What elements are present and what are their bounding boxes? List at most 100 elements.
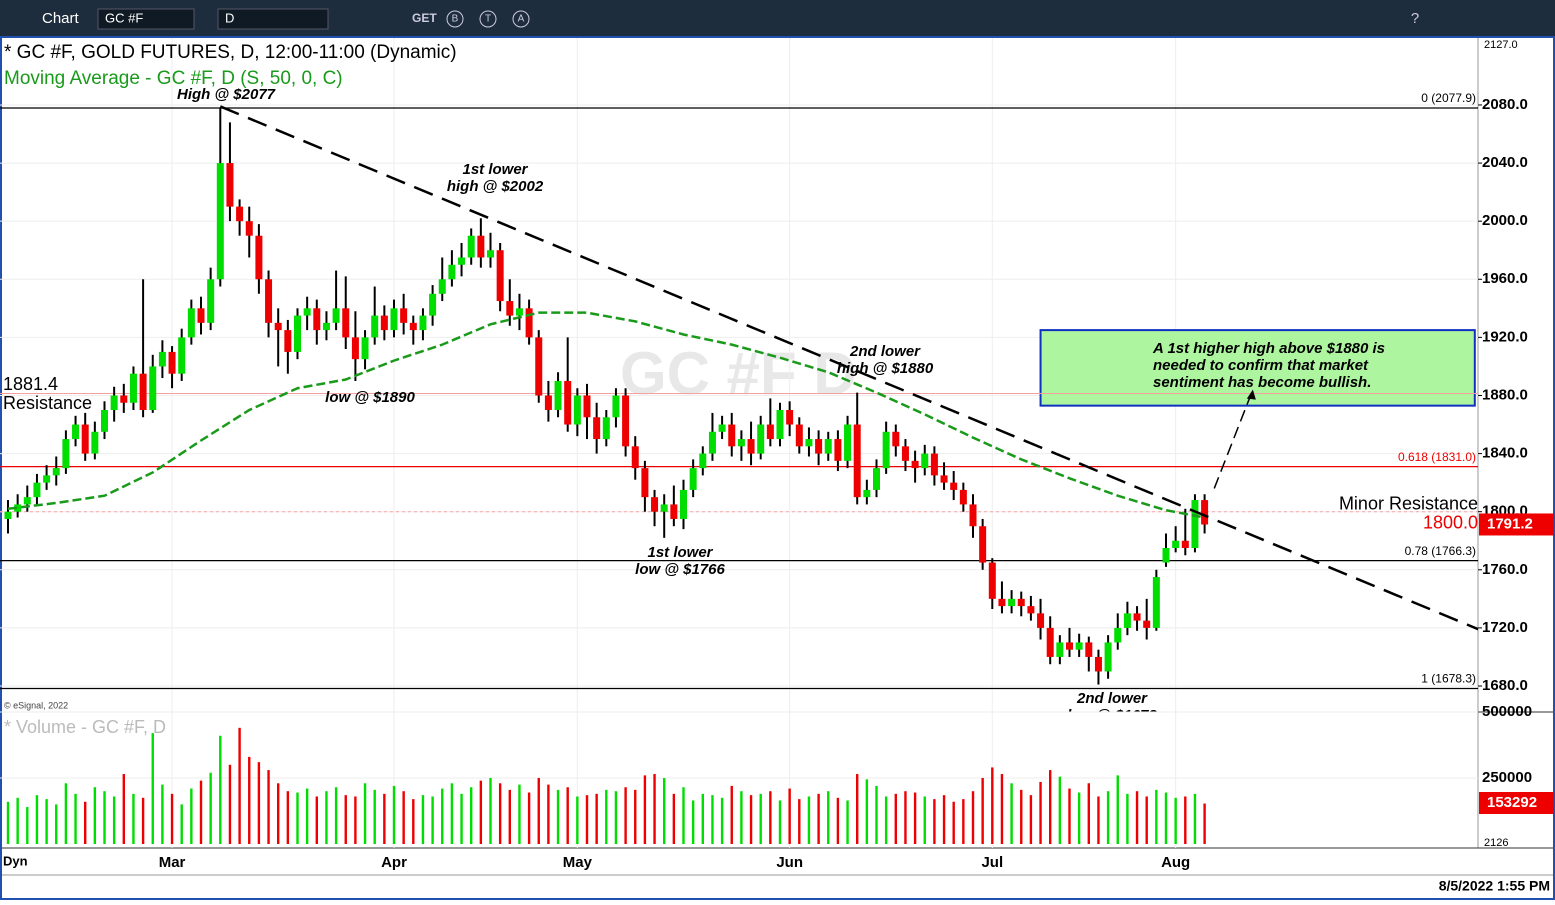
volume-bar <box>769 791 772 844</box>
candle-body <box>1104 642 1112 672</box>
candle-body <box>651 497 659 512</box>
symbol-input[interactable] <box>97 8 195 30</box>
candle-body <box>313 308 321 331</box>
volume-bar <box>1184 796 1187 844</box>
volume-bar <box>412 799 415 844</box>
help-button[interactable]: ? <box>1411 10 1419 27</box>
volume-bar <box>344 795 347 844</box>
candle-body <box>265 279 273 323</box>
candle-body <box>1143 620 1151 628</box>
y-tick-label: 2080.0 <box>1482 96 1528 113</box>
volume-bar <box>711 795 714 844</box>
candle-body <box>1037 613 1045 628</box>
volume-bar <box>170 793 174 844</box>
toolbar-button[interactable]: GET <box>412 11 437 25</box>
volume-bar <box>952 801 955 844</box>
candle-body <box>641 468 649 498</box>
volume-bar <box>827 791 830 844</box>
candle-body <box>863 489 871 498</box>
annotation: 1st lower <box>647 544 713 561</box>
candle-body <box>351 337 359 360</box>
x-tick-label: May <box>563 854 593 871</box>
volume-bar <box>55 804 58 844</box>
annotation: low @ $1766 <box>635 561 725 578</box>
annotation: High @ $2077 <box>177 86 276 103</box>
candle-body <box>554 380 562 411</box>
candle-body <box>23 497 31 505</box>
candle-body <box>1162 548 1170 563</box>
volume-bar <box>1155 789 1158 844</box>
candle-body <box>998 598 1006 607</box>
volume-bar <box>595 793 598 844</box>
volume-bar <box>759 793 762 844</box>
candle-body <box>921 453 929 469</box>
candle-body <box>361 337 369 360</box>
volume-bar <box>1097 796 1100 844</box>
candle-body <box>544 395 552 411</box>
volume-bar <box>740 791 743 844</box>
volume-bar <box>634 789 637 844</box>
last-price: 1791.2 <box>1487 515 1533 532</box>
volume-bar <box>103 791 106 844</box>
candle-body <box>1008 598 1016 607</box>
toolbar-button[interactable] <box>446 10 464 28</box>
trendline <box>219 105 1478 631</box>
candle-body <box>216 163 224 280</box>
candle-body <box>699 453 707 469</box>
volume-bar <box>537 778 540 844</box>
candle-body <box>593 417 601 440</box>
volume-bar <box>817 793 820 844</box>
interval-input[interactable] <box>217 8 329 30</box>
x-tick-label: Jul <box>981 854 1003 871</box>
volume-bar <box>933 799 936 844</box>
volume-bar <box>1193 793 1197 844</box>
candle-body <box>149 366 157 411</box>
volume-bar <box>547 784 550 844</box>
volume-bar <box>884 796 888 844</box>
fib-label: 0 (2077.9) <box>1421 91 1476 105</box>
candle-body <box>515 308 523 316</box>
minor-resistance-text: Minor Resistance <box>1339 493 1478 513</box>
toolbar-button[interactable] <box>512 10 530 28</box>
candle-body <box>805 439 813 447</box>
volume-bar <box>141 797 145 844</box>
volume-bar <box>354 796 357 844</box>
volume-bar <box>45 799 48 844</box>
candle-body <box>14 504 22 512</box>
volume-bar <box>161 784 164 844</box>
volume-bar <box>653 774 656 844</box>
annotation: 1st lower <box>462 161 528 178</box>
volume-bar <box>286 791 290 844</box>
volume-bar <box>508 789 511 844</box>
candle-body <box>911 460 919 469</box>
volume-bar <box>228 764 232 844</box>
volume-bar <box>199 780 203 844</box>
volume-bar <box>894 793 897 844</box>
volume-bar <box>479 780 483 844</box>
candle-body <box>670 504 678 519</box>
minor-resistance-value: 1800.0 <box>1423 512 1478 532</box>
volume-bar <box>238 727 241 844</box>
toolbar-button[interactable] <box>479 10 497 28</box>
candle-body <box>168 351 176 374</box>
volume-bar <box>981 778 984 844</box>
volume-bar <box>112 796 116 844</box>
volume-bar <box>383 793 386 844</box>
candle-body <box>583 395 591 418</box>
volume-bar <box>180 804 183 844</box>
volume-bar <box>1010 783 1013 844</box>
volume-bar <box>991 767 994 844</box>
volume-bar <box>26 807 29 844</box>
candle-body <box>1201 500 1209 525</box>
candle-body <box>120 395 128 403</box>
candle-body <box>1181 540 1189 549</box>
volume-bar <box>441 788 444 844</box>
candle-body <box>187 308 195 338</box>
volume-bar <box>788 788 791 844</box>
candle-body <box>207 279 215 323</box>
candle-body <box>718 424 726 432</box>
y-tick-label: 2000.0 <box>1482 212 1528 229</box>
volume-bar <box>865 779 869 844</box>
volume-bar <box>1145 796 1148 844</box>
volume-bar <box>257 762 261 844</box>
